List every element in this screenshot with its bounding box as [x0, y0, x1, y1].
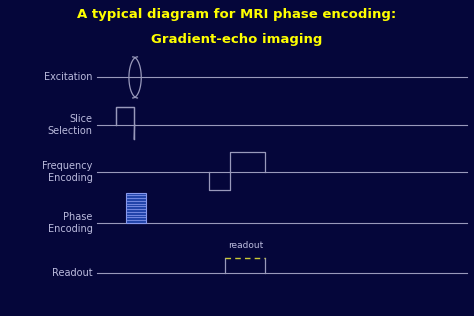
Text: Frequency
Encoding: Frequency Encoding [42, 161, 92, 183]
Text: Phase
Encoding: Phase Encoding [47, 212, 92, 234]
Text: A typical diagram for MRI phase encoding:: A typical diagram for MRI phase encoding… [77, 8, 397, 21]
Text: readout: readout [228, 241, 263, 250]
Text: Gradient-echo imaging: Gradient-echo imaging [151, 33, 323, 46]
Text: Slice
Selection: Slice Selection [47, 114, 92, 136]
Bar [126, 193, 146, 223]
Text: Readout: Readout [52, 268, 92, 278]
Text: Excitation: Excitation [44, 72, 92, 82]
